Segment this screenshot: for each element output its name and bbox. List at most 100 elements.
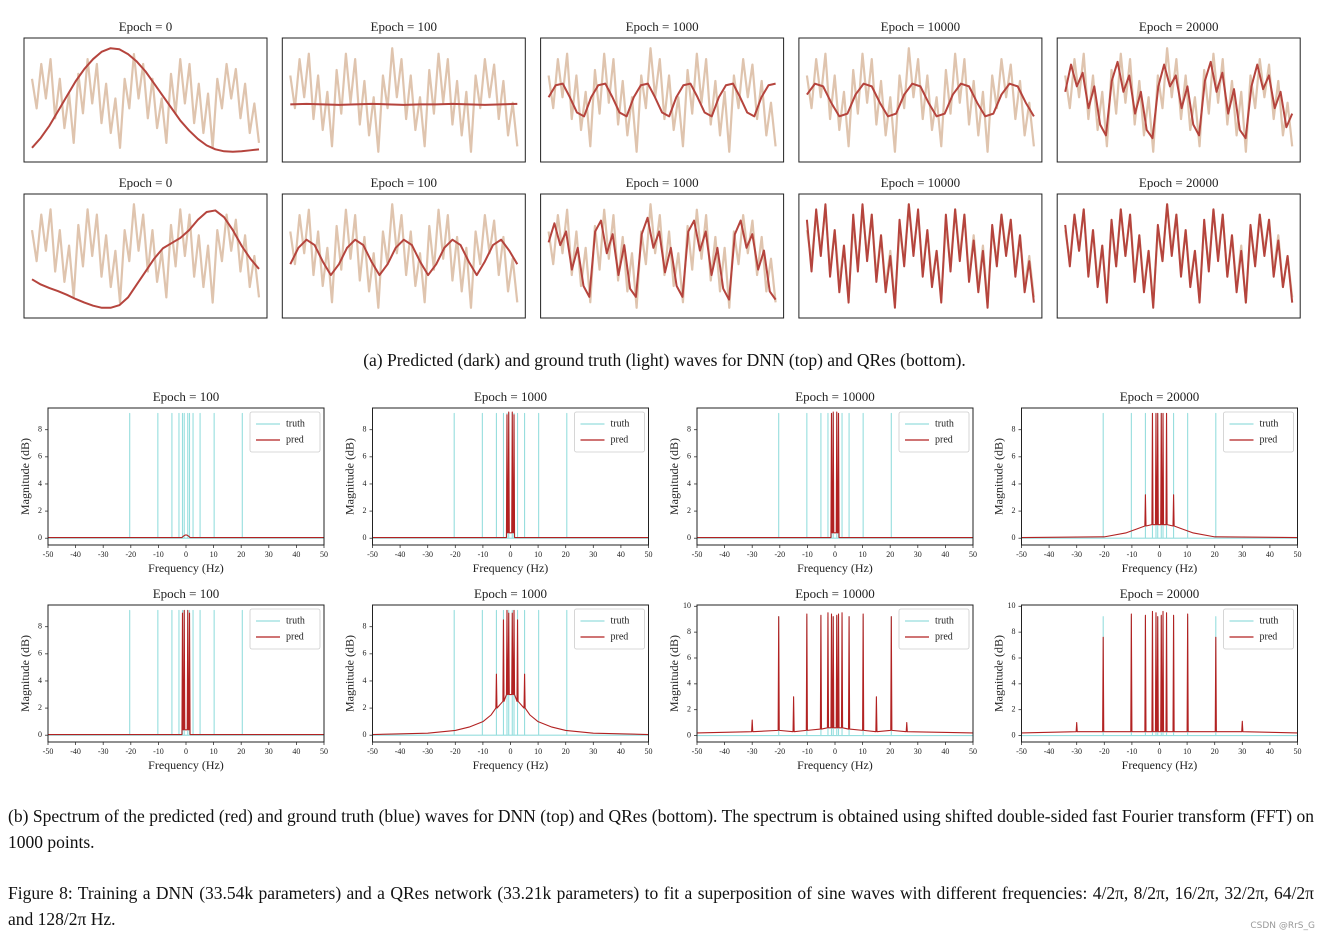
x-tick-label: -40 — [70, 550, 81, 559]
x-tick-label: -40 — [719, 747, 730, 756]
y-tick-label: 0 — [38, 533, 42, 542]
x-tick-label: 30 — [589, 550, 597, 559]
x-tick-label: 40 — [1266, 550, 1274, 559]
series-line — [31, 47, 260, 153]
x-tick-label: 0 — [184, 747, 188, 756]
x-tick-label: -10 — [478, 747, 489, 756]
axes-frame — [281, 37, 526, 163]
axes-frame — [798, 37, 1043, 163]
series-line — [697, 412, 973, 539]
legend-label: pred — [1260, 434, 1278, 445]
legend-label: pred — [611, 631, 629, 642]
y-tick-label: 4 — [687, 479, 691, 488]
series-line — [289, 47, 519, 153]
series-line — [1021, 610, 1298, 734]
axes-frame — [281, 193, 526, 319]
figure-caption: Figure 8: Training a DNN (33.54k paramet… — [8, 883, 1314, 929]
y-tick-label: 10 — [1008, 601, 1016, 610]
y-tick-label: 6 — [38, 649, 42, 658]
x-axis-label: Frequency (Hz) — [1122, 561, 1198, 575]
series-line — [696, 612, 974, 734]
chart-title: Epoch = 100 — [153, 586, 220, 601]
chart-title: Epoch = 1000 — [626, 19, 699, 34]
y-tick-label: 10 — [683, 601, 691, 610]
y-tick-label: 6 — [687, 452, 691, 461]
axes-frame — [540, 193, 785, 319]
y-tick-label: 2 — [1012, 705, 1016, 714]
series-line — [289, 203, 519, 309]
x-tick-label: 20 — [1211, 747, 1219, 756]
x-tick-label: -40 — [1044, 747, 1055, 756]
legend-label: pred — [1260, 631, 1278, 642]
y-tick-label: 4 — [38, 479, 42, 488]
x-tick-label: -20 — [774, 550, 785, 559]
y-tick-label: 6 — [363, 649, 367, 658]
y-tick-label: 8 — [1012, 425, 1016, 434]
x-axis-label: Frequency (Hz) — [797, 758, 873, 772]
x-tick-label: -20 — [450, 550, 461, 559]
x-tick-label: 30 — [1238, 550, 1246, 559]
x-tick-label: 10 — [534, 747, 542, 756]
x-tick-label: -30 — [98, 550, 109, 559]
x-tick-label: -10 — [153, 747, 164, 756]
y-tick-label: 0 — [38, 730, 42, 739]
x-tick-label: 40 — [941, 550, 949, 559]
x-axis-label: Frequency (Hz) — [148, 758, 224, 772]
x-tick-label: -10 — [153, 550, 164, 559]
x-tick-label: -20 — [450, 747, 461, 756]
x-tick-label: 40 — [1266, 747, 1274, 756]
legend-label: pred — [286, 434, 304, 445]
series-line — [547, 216, 777, 301]
x-tick-label: 10 — [534, 550, 542, 559]
legend-box — [898, 411, 970, 453]
x-tick-label: -10 — [478, 550, 489, 559]
y-tick-label: 8 — [38, 425, 42, 434]
series-line — [48, 412, 324, 539]
series-line — [1021, 412, 1298, 539]
y-tick-label: 6 — [1012, 653, 1016, 662]
chart-title: Epoch = 10000 — [881, 19, 961, 34]
x-tick-label: 50 — [1294, 550, 1302, 559]
series-line — [372, 609, 649, 736]
x-tick-label: 0 — [509, 747, 513, 756]
x-tick-label: 0 — [184, 550, 188, 559]
y-tick-label: 2 — [363, 506, 367, 515]
axes-frame — [47, 604, 325, 743]
chart-title: Epoch = 10000 — [881, 175, 961, 190]
legend-label: truth — [286, 615, 305, 626]
chart-title: Epoch = 1000 — [474, 389, 547, 404]
axes-frame — [1021, 407, 1298, 546]
x-tick-label: 20 — [237, 550, 245, 559]
x-tick-label: 40 — [617, 550, 625, 559]
y-tick-label: 6 — [687, 653, 691, 662]
x-tick-label: -30 — [1071, 550, 1082, 559]
x-tick-label: -40 — [395, 747, 406, 756]
x-tick-label: 30 — [265, 747, 273, 756]
series-line — [805, 203, 1035, 309]
chart-title: Epoch = 20000 — [1139, 19, 1219, 34]
y-tick-label: 2 — [363, 703, 367, 712]
x-tick-label: 40 — [292, 550, 300, 559]
x-tick-label: 50 — [320, 747, 328, 756]
y-axis-label: Magnitude (dB) — [667, 438, 681, 515]
series-line — [372, 412, 649, 539]
y-tick-label: 6 — [1012, 452, 1016, 461]
x-axis-label: Frequency (Hz) — [148, 561, 224, 575]
x-tick-label: 50 — [1294, 747, 1302, 756]
axes-frame — [1021, 604, 1298, 743]
series-line — [697, 411, 973, 539]
x-tick-label: -10 — [1127, 550, 1138, 559]
x-tick-label: 10 — [210, 550, 218, 559]
y-axis-label: Magnitude (dB) — [18, 635, 32, 712]
x-tick-label: -20 — [125, 747, 136, 756]
series-line — [806, 82, 1035, 118]
x-tick-label: -20 — [1099, 550, 1110, 559]
legend-label: pred — [286, 631, 304, 642]
x-tick-label: -50 — [692, 550, 703, 559]
series-line — [48, 609, 324, 736]
legend-label: truth — [611, 418, 630, 429]
axes-frame — [696, 604, 974, 743]
y-axis-label: Magnitude (dB) — [18, 438, 32, 515]
